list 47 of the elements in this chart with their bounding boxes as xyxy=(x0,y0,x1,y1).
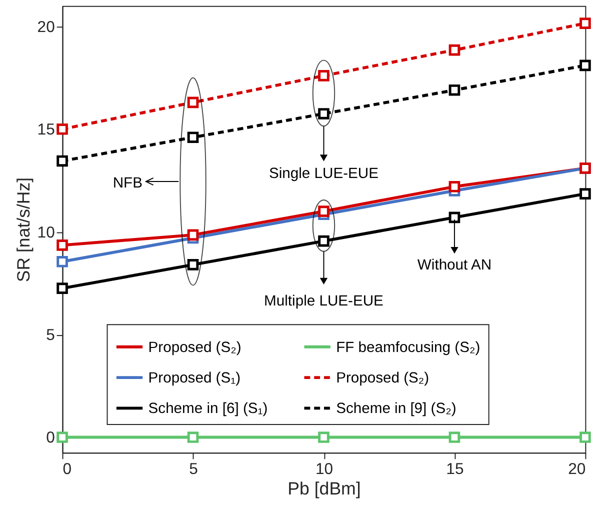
point xyxy=(56,155,68,167)
point xyxy=(56,123,68,135)
point xyxy=(580,60,591,72)
point xyxy=(318,70,330,82)
point xyxy=(448,432,460,443)
legend-label: Proposed (S₂) xyxy=(148,340,242,356)
point xyxy=(448,84,460,96)
legend-label: Scheme in [9] (S₂) xyxy=(336,401,456,418)
point xyxy=(318,235,330,247)
legend-label: FF beamfocusing (S₂) xyxy=(336,340,480,356)
point xyxy=(56,432,68,443)
point xyxy=(448,212,460,224)
point xyxy=(187,229,199,241)
x-tick-label: 5 xyxy=(189,460,198,478)
point xyxy=(187,132,199,143)
point xyxy=(580,188,591,200)
point xyxy=(187,96,199,108)
legend-label: Proposed (S₁) xyxy=(148,370,241,386)
annotation: NFB xyxy=(112,175,143,192)
y-tick-label: 20 xyxy=(37,18,56,36)
point xyxy=(187,432,199,443)
point xyxy=(187,259,199,270)
point xyxy=(56,282,68,294)
x-tick-label: 0 xyxy=(62,460,72,478)
legend-label: Scheme in [6] (S₁) xyxy=(148,401,268,418)
y-tick-label: 10 xyxy=(37,224,56,242)
x-axis-title: Pb [dBm] xyxy=(288,478,361,499)
point xyxy=(56,240,68,251)
annotation: Single LUE-EUE xyxy=(268,166,379,182)
point xyxy=(318,206,330,217)
annotation: Multiple LUE-EUE xyxy=(264,294,384,310)
point xyxy=(580,432,591,443)
y-axis-title: SR [nat/s/Hz] xyxy=(13,177,34,282)
point xyxy=(56,256,68,268)
point xyxy=(448,44,460,56)
x-tick-label: 15 xyxy=(446,460,464,478)
y-tick-label: 5 xyxy=(46,326,56,344)
point xyxy=(318,432,330,443)
annotation: Without AN xyxy=(417,258,492,274)
point xyxy=(448,180,460,192)
x-tick-label: 10 xyxy=(315,460,334,478)
x-tick-label: 20 xyxy=(568,460,586,478)
legend-label: Proposed (S₂) xyxy=(336,370,430,386)
y-tick-label: 0 xyxy=(46,430,56,447)
y-tick-label: 15 xyxy=(37,122,56,139)
point xyxy=(580,18,591,29)
point xyxy=(318,108,330,120)
